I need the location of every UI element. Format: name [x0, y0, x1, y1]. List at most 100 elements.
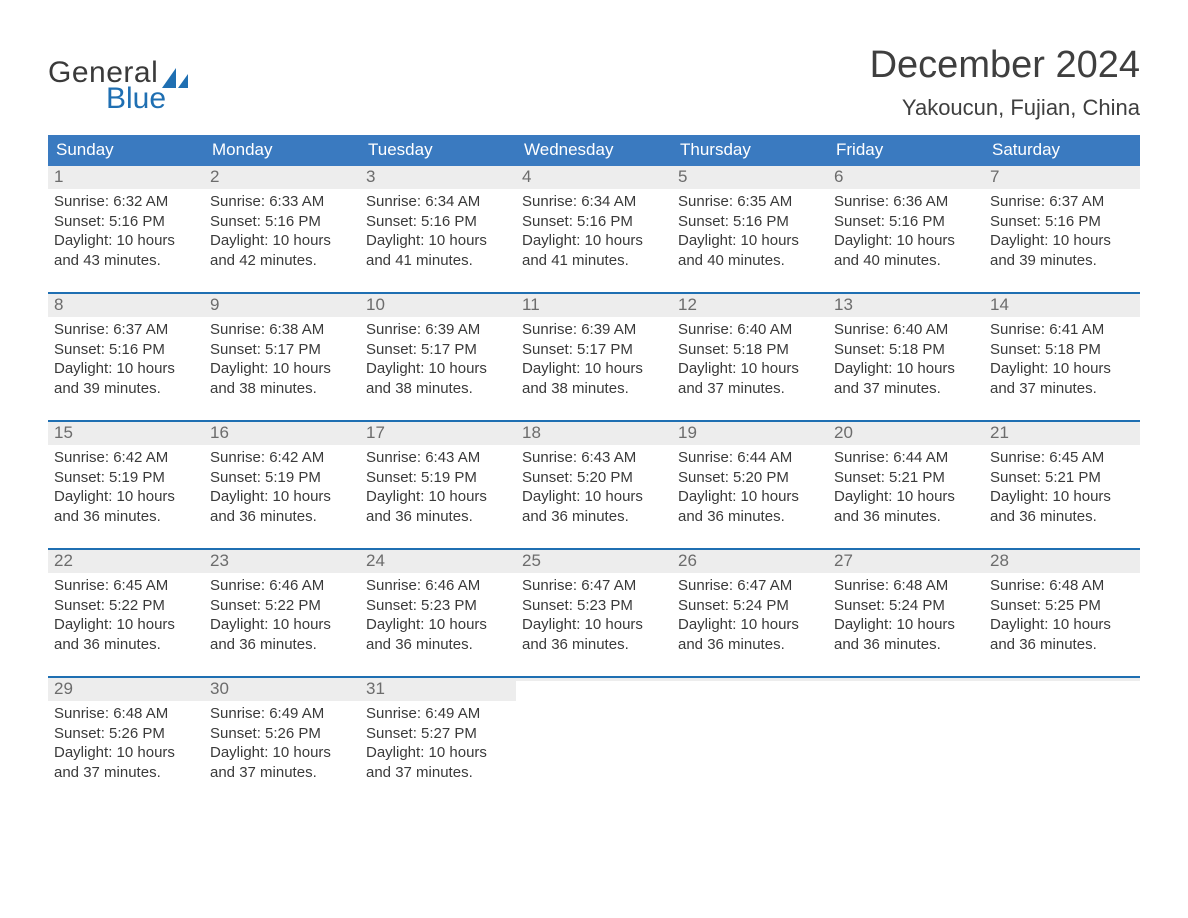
daylight-line: Daylight: 10 hours and 37 minutes.: [678, 359, 822, 398]
weekday-header: Friday: [828, 135, 984, 166]
day-number-row: 14: [984, 294, 1140, 317]
sunset-line: Sunset: 5:16 PM: [210, 212, 354, 232]
calendar-day: 4Sunrise: 6:34 AMSunset: 5:16 PMDaylight…: [516, 166, 672, 274]
sunrise-line: Sunrise: 6:43 AM: [522, 448, 666, 468]
day-body: Sunrise: 6:39 AMSunset: 5:17 PMDaylight:…: [522, 320, 666, 398]
day-number: 4: [522, 167, 531, 186]
week-row: 8 Sunrise: 6:37 AMSunset: 5:16 PMDaylight…: [48, 292, 1140, 402]
day-number: 28: [990, 551, 1009, 570]
day-body: Sunrise: 6:40 AMSunset: 5:18 PMDaylight:…: [678, 320, 822, 398]
weekday-header: Monday: [204, 135, 360, 166]
sunrise-line: Sunrise: 6:49 AM: [210, 704, 354, 724]
sunrise-line: Sunrise: 6:38 AM: [210, 320, 354, 340]
calendar-day: 18Sunrise: 6:43 AMSunset: 5:20 PMDayligh…: [516, 422, 672, 530]
daylight-line: Daylight: 10 hours and 43 minutes.: [54, 231, 198, 270]
daylight-line: Daylight: 10 hours and 42 minutes.: [210, 231, 354, 270]
day-number: 29: [54, 679, 73, 698]
calendar-day: 20 Sunrise: 6:44 AMSunset: 5:21 PMDayligh…: [828, 422, 984, 530]
day-number: 22: [54, 551, 73, 570]
sunrise-line: Sunrise: 6:36 AM: [834, 192, 978, 212]
calendar-day: [984, 678, 1140, 786]
calendar-day: 7Sunrise: 6:37 AMSunset: 5:16 PMDaylight…: [984, 166, 1140, 274]
calendar-day: 22 Sunrise: 6:45 AMSunset: 5:22 PMDayligh…: [48, 550, 204, 658]
calendar-day: 24Sunrise: 6:46 AMSunset: 5:23 PMDayligh…: [360, 550, 516, 658]
month-title: December 2024: [870, 44, 1140, 87]
logo: General Blue: [48, 44, 188, 114]
daylight-line: Daylight: 10 hours and 39 minutes.: [54, 359, 198, 398]
calendar-day: 25Sunrise: 6:47 AMSunset: 5:23 PMDayligh…: [516, 550, 672, 658]
day-number: 16: [210, 423, 229, 442]
sunrise-line: Sunrise: 6:47 AM: [678, 576, 822, 596]
calendar-day: 27Sunrise: 6:48 AMSunset: 5:24 PMDayligh…: [828, 550, 984, 658]
calendar-day: 5Sunrise: 6:35 AMSunset: 5:16 PMDaylight…: [672, 166, 828, 274]
calendar-day: [516, 678, 672, 786]
daylight-line: Daylight: 10 hours and 39 minutes.: [990, 231, 1134, 270]
calendar-day: 23Sunrise: 6:46 AMSunset: 5:22 PMDayligh…: [204, 550, 360, 658]
sunrise-line: Sunrise: 6:33 AM: [210, 192, 354, 212]
day-number: 15: [54, 423, 73, 442]
day-number: 26: [678, 551, 697, 570]
week-row: 15Sunrise: 6:42 AMSunset: 5:19 PMDayligh…: [48, 420, 1140, 530]
day-number: 21: [990, 423, 1009, 442]
day-number: 7: [990, 167, 999, 186]
calendar-day: 26Sunrise: 6:47 AMSunset: 5:24 PMDayligh…: [672, 550, 828, 658]
day-number: 8: [54, 295, 63, 314]
day-number-row: 7: [984, 166, 1140, 189]
day-body: Sunrise: 6:48 AMSunset: 5:25 PMDaylight:…: [990, 576, 1134, 654]
day-number: 6: [834, 167, 843, 186]
day-number-row: 31: [360, 678, 516, 701]
page: General Blue December 2024 Yakoucun, Fuj…: [0, 0, 1188, 806]
daylight-line: Daylight: 10 hours and 36 minutes.: [522, 615, 666, 654]
calendar-day: 1Sunrise: 6:32 AMSunset: 5:16 PMDaylight…: [48, 166, 204, 274]
sunset-line: Sunset: 5:16 PM: [54, 212, 198, 232]
day-number: 19: [678, 423, 697, 442]
sunset-line: Sunset: 5:17 PM: [210, 340, 354, 360]
day-number: 20: [834, 423, 853, 442]
day-body: Sunrise: 6:34 AMSunset: 5:16 PMDaylight:…: [366, 192, 510, 270]
calendar-day: 17Sunrise: 6:43 AMSunset: 5:19 PMDayligh…: [360, 422, 516, 530]
weekday-header: Wednesday: [516, 135, 672, 166]
day-number-row: 1: [48, 166, 204, 189]
sunrise-line: Sunrise: 6:34 AM: [522, 192, 666, 212]
weekday-header: Saturday: [984, 135, 1140, 166]
day-number-row: 28: [984, 550, 1140, 573]
weekday-header: Thursday: [672, 135, 828, 166]
sunset-line: Sunset: 5:22 PM: [210, 596, 354, 616]
day-number: 9: [210, 295, 219, 314]
daylight-line: Daylight: 10 hours and 38 minutes.: [210, 359, 354, 398]
sunset-line: Sunset: 5:20 PM: [522, 468, 666, 488]
day-number-row: 2: [204, 166, 360, 189]
sunset-line: Sunset: 5:20 PM: [678, 468, 822, 488]
day-body: Sunrise: 6:39 AMSunset: 5:17 PMDaylight:…: [366, 320, 510, 398]
sunset-line: Sunset: 5:26 PM: [210, 724, 354, 744]
day-body: Sunrise: 6:46 AMSunset: 5:22 PMDaylight:…: [210, 576, 354, 654]
calendar-day: 29Sunrise: 6:48 AMSunset: 5:26 PMDayligh…: [48, 678, 204, 786]
sunset-line: Sunset: 5:17 PM: [522, 340, 666, 360]
sunset-line: Sunset: 5:19 PM: [366, 468, 510, 488]
daylight-line: Daylight: 10 hours and 36 minutes.: [366, 487, 510, 526]
day-body: Sunrise: 6:38 AMSunset: 5:17 PMDaylight:…: [210, 320, 354, 398]
calendar-day: 13Sunrise: 6:40 AMSunset: 5:18 PMDayligh…: [828, 294, 984, 402]
sunrise-line: Sunrise: 6:46 AM: [210, 576, 354, 596]
daylight-line: Daylight: 10 hours and 36 minutes.: [834, 487, 978, 526]
daylight-line: Daylight: 10 hours and 36 minutes.: [834, 615, 978, 654]
day-body: Sunrise: 6:37 AMSunset: 5:16 PMDaylight:…: [54, 320, 198, 398]
sunrise-line: Sunrise: 6:42 AM: [210, 448, 354, 468]
sunrise-line: Sunrise: 6:48 AM: [834, 576, 978, 596]
calendar-day: 15Sunrise: 6:42 AMSunset: 5:19 PMDayligh…: [48, 422, 204, 530]
day-number-row: 21: [984, 422, 1140, 445]
day-body: Sunrise: 6:43 AMSunset: 5:19 PMDaylight:…: [366, 448, 510, 526]
day-number: 3: [366, 167, 375, 186]
daylight-line: Daylight: 10 hours and 37 minutes.: [990, 359, 1134, 398]
week-row: 22 Sunrise: 6:45 AMSunset: 5:22 PMDayligh…: [48, 548, 1140, 658]
day-body: Sunrise: 6:44 AMSunset: 5:21 PMDaylight:…: [834, 448, 978, 526]
calendar-day: 9 Sunrise: 6:38 AMSunset: 5:17 PMDaylight…: [204, 294, 360, 402]
sunrise-line: Sunrise: 6:44 AM: [834, 448, 978, 468]
daylight-line: Daylight: 10 hours and 38 minutes.: [366, 359, 510, 398]
daylight-line: Daylight: 10 hours and 40 minutes.: [678, 231, 822, 270]
day-number-row: 27: [828, 550, 984, 573]
sunset-line: Sunset: 5:21 PM: [990, 468, 1134, 488]
day-number-row: 3: [360, 166, 516, 189]
day-body: Sunrise: 6:45 AMSunset: 5:22 PMDaylight:…: [54, 576, 198, 654]
day-number: 1: [54, 167, 63, 186]
